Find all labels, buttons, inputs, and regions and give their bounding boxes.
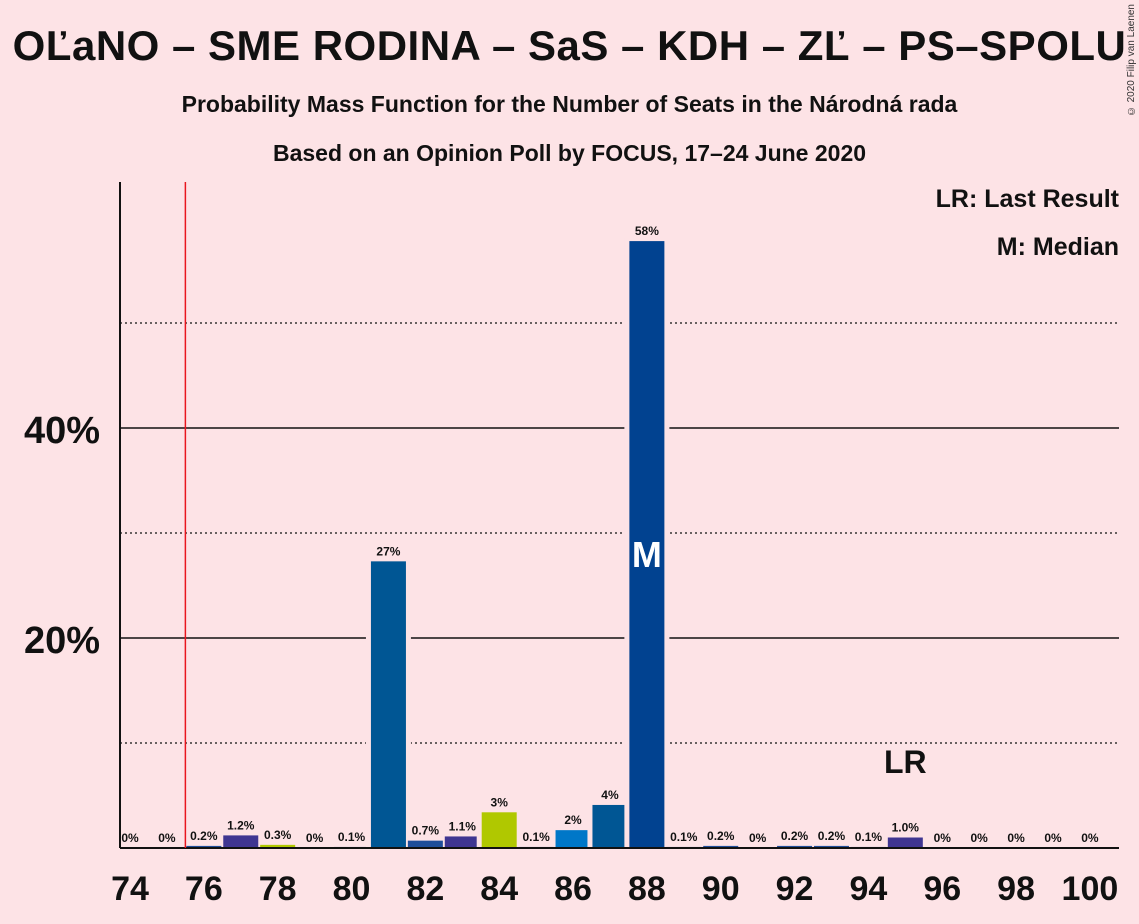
x-tick-label: 74 bbox=[111, 870, 149, 908]
bar-value-label: 0% bbox=[158, 831, 176, 845]
bar-value-label: 0.2% bbox=[190, 829, 218, 843]
bar-value-label: 2% bbox=[564, 813, 582, 827]
bar-seat-95 bbox=[887, 837, 923, 848]
bar-seat-93 bbox=[813, 845, 849, 848]
bar-value-label: 27% bbox=[376, 544, 400, 558]
bar-seat-77 bbox=[223, 835, 259, 848]
bar-seat-92 bbox=[777, 845, 813, 848]
x-tick-label: 86 bbox=[554, 870, 592, 908]
bar-value-label: 0% bbox=[306, 831, 324, 845]
x-tick-label: 84 bbox=[480, 870, 518, 908]
x-tick-label: 78 bbox=[259, 870, 297, 908]
bar-value-label: 0.1% bbox=[670, 830, 698, 844]
bar-value-label: 0.2% bbox=[818, 829, 846, 843]
last-result-marker: LR bbox=[884, 744, 927, 780]
x-tick-label: 100 bbox=[1062, 870, 1119, 908]
bar-value-label: 3% bbox=[491, 795, 509, 809]
bar-value-label: 0.2% bbox=[707, 829, 735, 843]
bar-seat-81 bbox=[370, 561, 406, 848]
bar-value-label: 1.0% bbox=[892, 821, 920, 835]
bar-seat-87 bbox=[592, 804, 628, 848]
bar-value-label: 0% bbox=[1081, 831, 1099, 845]
bar-seat-82 bbox=[407, 840, 443, 848]
x-tick-label: 76 bbox=[185, 870, 223, 908]
bar-value-label: 0% bbox=[1044, 831, 1062, 845]
bar-seat-88 bbox=[629, 241, 665, 849]
bar-value-label: 1.1% bbox=[449, 819, 477, 833]
bar-value-label: 0% bbox=[749, 831, 767, 845]
legend-last-result: LR: Last Result bbox=[935, 185, 1119, 213]
bar-seat-86 bbox=[555, 830, 591, 848]
x-tick-label: 82 bbox=[406, 870, 444, 908]
x-tick-label: 92 bbox=[776, 870, 814, 908]
bar-seat-83 bbox=[444, 836, 480, 848]
x-tick-label: 88 bbox=[628, 870, 666, 908]
bar-seat-84 bbox=[481, 812, 517, 848]
bar-seat-76 bbox=[186, 845, 222, 848]
bar-value-label: 0% bbox=[121, 831, 139, 845]
bar-value-label: 0% bbox=[934, 831, 952, 845]
bar-value-label: 0.3% bbox=[264, 828, 292, 842]
bar-value-label: 1.2% bbox=[227, 818, 255, 832]
x-tick-label: 96 bbox=[923, 870, 961, 908]
bar-value-label: 0.1% bbox=[338, 830, 366, 844]
chart-subtitle: Probability Mass Function for the Number… bbox=[181, 91, 958, 117]
chart-title: OĽaNO – SME RODINA – SaS – KDH – ZĽ – PS… bbox=[12, 22, 1127, 69]
median-marker: M bbox=[632, 534, 662, 575]
bar-value-label: 58% bbox=[635, 224, 659, 238]
x-tick-label: 80 bbox=[333, 870, 371, 908]
bar-value-label: 0.1% bbox=[855, 830, 883, 844]
y-tick-label: 20% bbox=[24, 620, 100, 662]
bar-seat-90 bbox=[703, 845, 739, 848]
x-tick-label: 90 bbox=[702, 870, 740, 908]
bar-value-label: 0.1% bbox=[522, 830, 550, 844]
bar-seat-78 bbox=[260, 844, 296, 848]
bar-value-label: 0% bbox=[1007, 831, 1025, 845]
legend-median: M: Median bbox=[996, 233, 1119, 261]
bar-value-label: 4% bbox=[601, 788, 619, 802]
bar-value-label: 0% bbox=[970, 831, 988, 845]
x-tick-label: 94 bbox=[849, 870, 887, 908]
chart-subtitle-source: Based on an Opinion Poll by FOCUS, 17–24… bbox=[272, 140, 867, 166]
x-tick-label: 98 bbox=[997, 870, 1035, 908]
bar-value-label: 0.2% bbox=[781, 829, 809, 843]
y-tick-label: 40% bbox=[24, 410, 100, 452]
bar-value-label: 0.7% bbox=[412, 824, 440, 838]
